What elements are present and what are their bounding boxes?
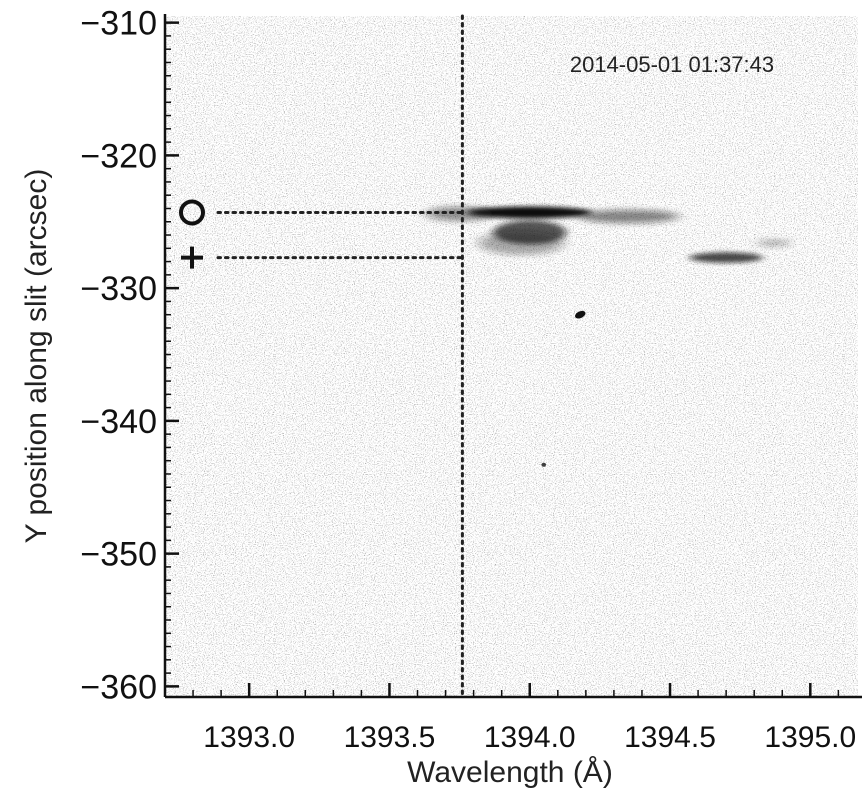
axis-ticks: −310 −320 −330 −340 −350 −360 1393.0 1393.5 1394… (80, 5, 856, 754)
feature-small-speck (541, 462, 547, 467)
feature-lower-diffuse-emission (479, 231, 564, 255)
x-tick-label: 1394.5 (624, 721, 716, 754)
plus-marker (181, 246, 203, 269)
x-tick-label: 1393.5 (344, 721, 436, 754)
plot-area (165, 16, 858, 697)
x-axis-title: Wavelength (Å) (407, 756, 613, 789)
timestamp-annotation: 2014-05-01 01:37:43 (570, 52, 774, 77)
x-tick-label: 1394.0 (484, 721, 576, 754)
y-tick-label: −350 (80, 536, 157, 574)
position-markers (179, 199, 205, 269)
x-tick-label: 1393.0 (203, 721, 295, 754)
noise-texture (165, 16, 858, 697)
axes-frame (163, 14, 862, 699)
y-tick-label: −320 (80, 137, 157, 175)
feature-dark-spot (574, 310, 586, 319)
y-axis-title: Y position along slit (arcsec) (20, 169, 53, 544)
y-tick-label: −360 (80, 668, 157, 706)
reference-lines (216, 14, 464, 699)
feature-red-shifted-faint-tail (756, 239, 791, 247)
x-tick-label: 1395.0 (764, 721, 856, 754)
feature-main-emission-streak (468, 206, 592, 219)
y-tick-label: −310 (80, 5, 157, 43)
y-tick-label: −340 (80, 403, 157, 441)
y-tick-label: −330 (80, 270, 157, 308)
emission-features (425, 206, 791, 467)
circle-marker (179, 199, 205, 226)
feature-streak-red-wing (577, 209, 679, 224)
feature-red-shifted-blob (689, 252, 763, 263)
